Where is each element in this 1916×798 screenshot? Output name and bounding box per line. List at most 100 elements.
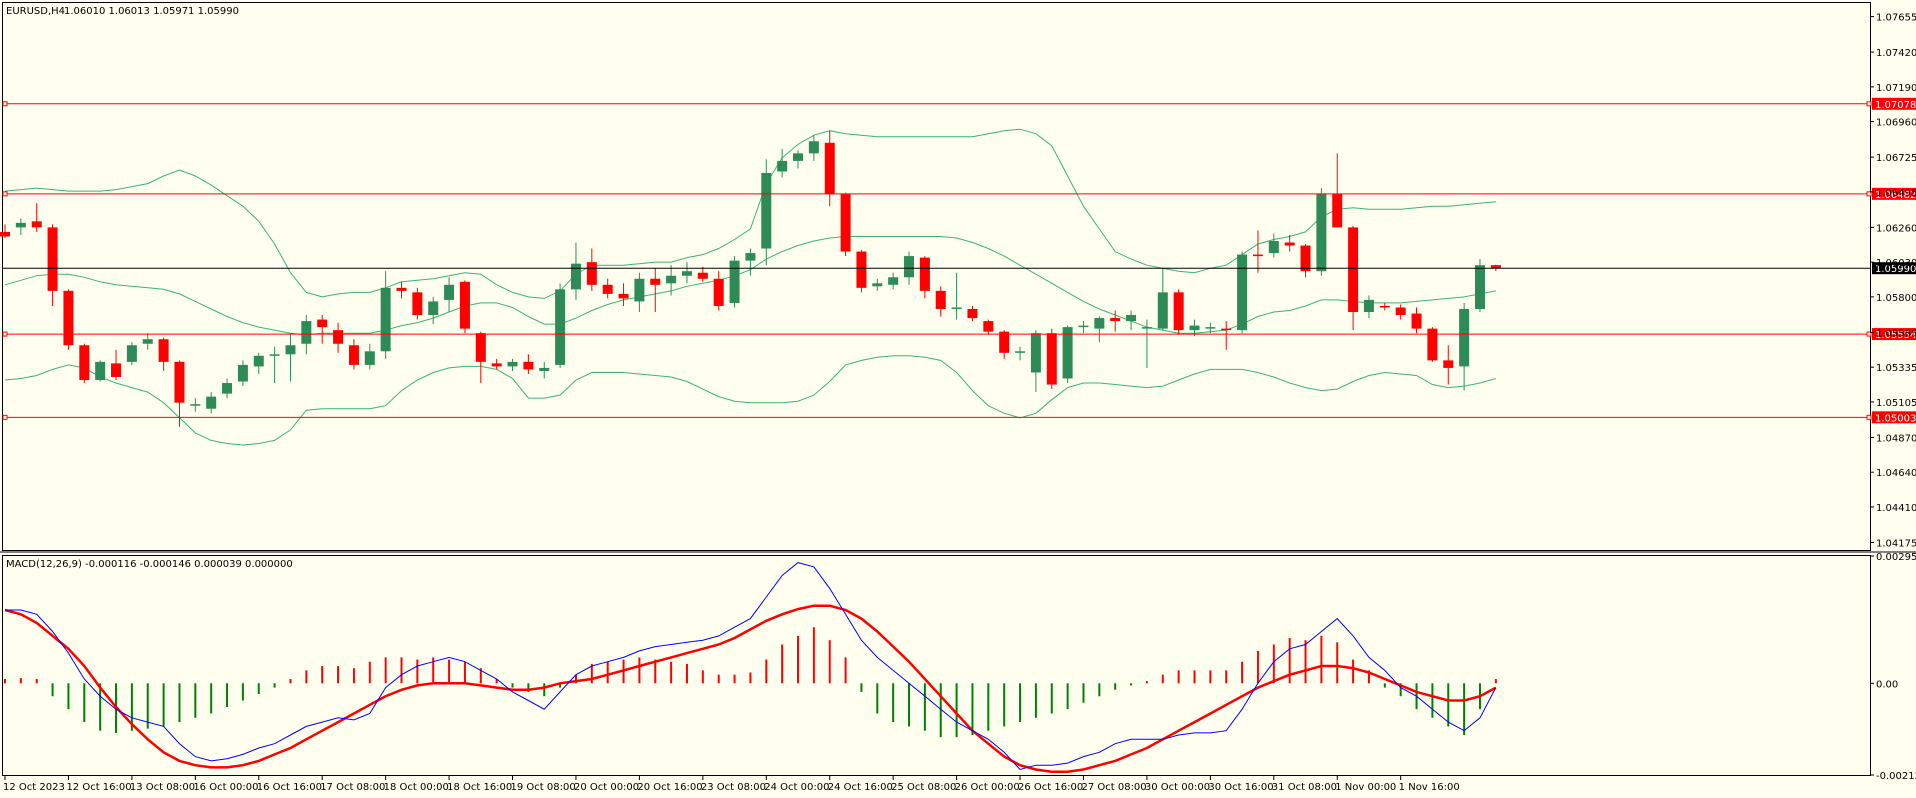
price-level-anchor[interactable] bbox=[2, 414, 8, 420]
candle-body bbox=[1395, 307, 1406, 316]
candle-body bbox=[1046, 333, 1057, 385]
candle-body bbox=[1205, 327, 1216, 329]
price-level-tag bbox=[1872, 187, 1916, 200]
candle-body bbox=[475, 333, 486, 362]
candle-body bbox=[15, 222, 26, 228]
candle-body bbox=[491, 363, 502, 367]
price-tick-label: 1.05335 bbox=[1876, 363, 1916, 374]
macd-tick-label: -0.002127 bbox=[1876, 771, 1916, 782]
main-chart-frame[interactable] bbox=[2, 2, 1871, 551]
price-level-anchor[interactable] bbox=[1866, 101, 1872, 107]
candle bbox=[1411, 307, 1422, 334]
price-tick-label: 1.04870 bbox=[1876, 433, 1916, 444]
candle-body bbox=[1157, 292, 1168, 329]
candle bbox=[63, 289, 74, 350]
candle bbox=[126, 342, 137, 365]
chart-symbol: EURUSD,H4 bbox=[6, 6, 65, 17]
candle bbox=[412, 287, 423, 320]
candle-body bbox=[206, 396, 217, 409]
candle bbox=[1126, 310, 1137, 331]
candle-body bbox=[190, 404, 201, 406]
candle-body bbox=[1411, 313, 1422, 329]
candle-body bbox=[174, 361, 185, 403]
time-tick-label: 31 Oct 08:00 bbox=[1272, 782, 1337, 793]
candle bbox=[1348, 225, 1359, 331]
candle bbox=[348, 339, 359, 370]
candle bbox=[745, 248, 756, 276]
price-level-anchor[interactable] bbox=[1866, 414, 1872, 420]
price-axis: 1.07655 1.07420 1.07190 1.06960 1.06725 1.064… bbox=[1870, 13, 1916, 549]
price-level-anchor[interactable] bbox=[2, 191, 8, 197]
candle-body bbox=[586, 262, 597, 285]
candle bbox=[666, 265, 677, 296]
time-tick-label: 16 Oct 16:00 bbox=[257, 782, 322, 793]
candle bbox=[301, 315, 312, 355]
price-level[interactable]: 1.05554 bbox=[2, 328, 1916, 341]
candle-body bbox=[1363, 299, 1374, 313]
price-level-anchor[interactable] bbox=[2, 101, 8, 107]
candle bbox=[602, 278, 613, 299]
price-level-anchor[interactable] bbox=[1866, 331, 1872, 337]
candle-body bbox=[539, 367, 550, 371]
candle-body bbox=[1252, 254, 1263, 257]
candle bbox=[1332, 153, 1343, 228]
price-tick-label: 1.04640 bbox=[1876, 468, 1916, 479]
candle bbox=[1363, 295, 1374, 319]
candle-body bbox=[650, 278, 661, 285]
price-level[interactable]: 1.05990 bbox=[3, 262, 1916, 275]
candle bbox=[1474, 259, 1485, 313]
time-tick-label: 26 Oct 00:00 bbox=[955, 782, 1020, 793]
candle-body bbox=[380, 287, 391, 352]
macd-signal-line bbox=[4, 604, 1497, 773]
price-tick-label: 1.07655 bbox=[1876, 13, 1916, 24]
macd-panel-frame[interactable] bbox=[2, 555, 1871, 776]
candle-body bbox=[1268, 240, 1279, 254]
candle-body bbox=[1300, 245, 1311, 272]
price-level-anchor[interactable] bbox=[1866, 191, 1872, 197]
candle bbox=[475, 331, 486, 384]
candle bbox=[1379, 302, 1390, 311]
candle bbox=[586, 248, 597, 291]
candle bbox=[1078, 321, 1089, 334]
price-tick-label: 1.05565 bbox=[1876, 328, 1916, 339]
price-level[interactable]: 1.05003 bbox=[2, 411, 1916, 424]
candle-body bbox=[142, 339, 153, 344]
macd-axis: 0.002952 0.00 -0.002127 bbox=[1870, 552, 1916, 782]
price-level[interactable]: 1.06482 bbox=[2, 187, 1916, 201]
candle-body bbox=[761, 172, 772, 249]
candle bbox=[237, 360, 248, 387]
price-level-anchor[interactable] bbox=[2, 331, 8, 337]
candle-body bbox=[222, 383, 233, 394]
candle-body bbox=[1379, 305, 1390, 308]
price-tick-label: 1.04175 bbox=[1876, 538, 1916, 549]
candle bbox=[1395, 304, 1406, 320]
candle bbox=[570, 242, 581, 300]
candle-body bbox=[1110, 318, 1121, 322]
candle-body bbox=[1141, 327, 1152, 329]
price-level-tag bbox=[1872, 262, 1916, 275]
time-tick-label: 12 Oct 16:00 bbox=[66, 782, 131, 793]
candle bbox=[1284, 234, 1295, 252]
candle bbox=[1157, 268, 1168, 331]
time-tick-label: 25 Oct 08:00 bbox=[891, 782, 956, 793]
candle-body bbox=[333, 330, 344, 344]
candle-body bbox=[808, 141, 819, 154]
candle-body bbox=[348, 345, 359, 365]
price-level[interactable]: 1.07078 bbox=[2, 97, 1916, 111]
candle bbox=[1046, 328, 1057, 390]
candle bbox=[507, 358, 518, 371]
time-tick-label: 19 Oct 08:00 bbox=[511, 782, 576, 793]
price-tick-label: 1.04410 bbox=[1876, 503, 1916, 514]
candle-body bbox=[1348, 227, 1359, 313]
candle-body bbox=[1427, 328, 1438, 361]
candle bbox=[79, 343, 90, 384]
price-tick-label: 1.06495 bbox=[1876, 188, 1916, 199]
candle-body bbox=[602, 284, 613, 294]
candle bbox=[396, 281, 407, 299]
candle-body bbox=[317, 319, 328, 328]
price-tick-label: 1.05800 bbox=[1876, 293, 1916, 304]
price-level-tag bbox=[1872, 97, 1916, 110]
